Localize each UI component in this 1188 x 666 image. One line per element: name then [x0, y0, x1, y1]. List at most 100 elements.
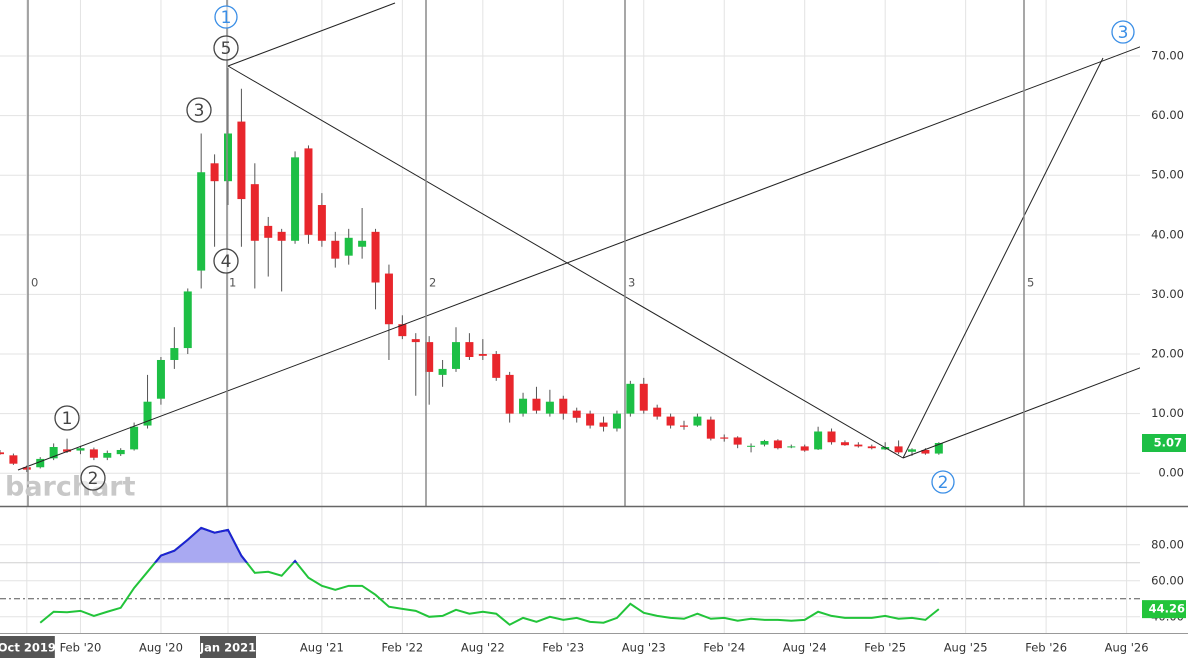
candle-body	[478, 354, 487, 356]
candle-body	[706, 419, 715, 439]
grid	[0, 0, 1140, 633]
wave-label: 3	[194, 101, 205, 121]
candle-body	[425, 342, 434, 372]
x-tick-label: Feb '25	[864, 641, 906, 655]
candle-body	[143, 401, 152, 426]
last-price-box	[1142, 434, 1186, 453]
time-zone-label: 0	[31, 276, 38, 290]
candle-body	[36, 458, 45, 468]
y-tick-label: 70.00	[1151, 49, 1184, 63]
candle-body	[693, 416, 702, 426]
x-tick-highlight	[0, 636, 55, 658]
candle-body	[773, 440, 782, 449]
y-tick-label: 80.00	[1151, 537, 1184, 551]
wave-label-circle	[54, 405, 80, 431]
y-tick-label: 60.00	[1151, 573, 1184, 587]
wave-label: 1	[62, 409, 73, 429]
candle-body	[452, 342, 460, 369]
candle-body	[0, 452, 4, 455]
wave-label-circle	[213, 248, 239, 274]
major-wave-label: 1	[221, 8, 232, 28]
candle-body	[103, 452, 112, 458]
y-tick-label: 0.00	[1158, 466, 1184, 480]
candle-body	[492, 354, 501, 378]
x-tick-label: Aug '23	[622, 641, 666, 655]
x-tick-label: Aug '25	[944, 641, 988, 655]
candle-body	[800, 446, 809, 451]
x-tick-label: Feb '26	[1025, 641, 1067, 655]
candle-body	[438, 368, 447, 375]
x-tick-label: Jan 2021	[199, 641, 256, 655]
candle-body	[867, 446, 876, 449]
x-tick-label: Aug '24	[783, 641, 827, 655]
candle-body	[63, 449, 72, 452]
candle-body	[894, 446, 903, 453]
trend-line	[227, 2, 396, 67]
x-tick-label: Aug '26	[1105, 641, 1149, 655]
candle-body	[787, 446, 796, 448]
candle-body	[76, 448, 85, 451]
last-value-label: 44.26	[1149, 602, 1185, 616]
major-wave-label-circle	[1111, 20, 1135, 44]
time-zone-label: 3	[628, 276, 635, 290]
drawings	[17, 0, 1140, 506]
candle-body	[22, 467, 31, 470]
wave-label-circle	[186, 97, 212, 123]
y-tick-label: 40.00	[1151, 227, 1184, 241]
overbought-area	[154, 527, 297, 563]
watermark: barchart	[5, 472, 136, 503]
marks	[0, 67, 943, 626]
wave-label: 5	[221, 39, 232, 59]
x-tick-label: Aug '22	[461, 641, 505, 655]
candle-body	[586, 413, 595, 426]
candle-body	[572, 410, 581, 418]
candle-body	[545, 401, 554, 414]
candle-body	[116, 449, 125, 455]
candle-body	[532, 398, 541, 411]
candle-body	[183, 291, 192, 349]
candle-body	[814, 431, 823, 450]
candle-body	[197, 172, 206, 271]
last-value-box	[1142, 600, 1186, 619]
major-wave-label: 2	[938, 473, 949, 493]
candle-body	[612, 413, 621, 429]
candle-body	[291, 157, 300, 241]
candle-body	[9, 455, 18, 464]
candle-body	[358, 240, 367, 247]
major-wave-label-circle	[214, 5, 238, 29]
candle-body	[626, 383, 635, 414]
y-tick-label: 30.00	[1151, 287, 1184, 301]
candle-body	[653, 407, 662, 417]
candle-body	[639, 383, 648, 411]
labels: Oct 2019 Feb '20 Aug '20 Jan 2021 Aug '21 Feb…	[0, 5, 1186, 658]
candle-body	[264, 225, 273, 238]
trend-line	[227, 65, 904, 459]
candle-body	[680, 425, 688, 427]
y-tick-label: 60.00	[1151, 108, 1184, 122]
candle-body	[398, 324, 407, 337]
candle-body	[277, 231, 286, 241]
candle-body	[519, 398, 528, 414]
wave-label: 2	[88, 469, 99, 489]
candle-body	[720, 437, 729, 439]
candle-body	[908, 449, 916, 452]
wave-label-circle	[213, 35, 239, 61]
time-zone-label: 2	[429, 276, 436, 290]
y-tick-label: 50.00	[1151, 168, 1184, 182]
x-tick-label: Feb '23	[542, 641, 584, 655]
candle-body	[827, 431, 836, 443]
candle-body	[317, 205, 326, 241]
candle-body	[384, 273, 393, 325]
candle-body	[411, 339, 420, 343]
candle-body	[344, 237, 353, 256]
candle-body	[210, 163, 219, 182]
candle-body	[921, 449, 930, 454]
candle-body	[599, 422, 608, 427]
candle-body	[304, 148, 313, 235]
candle-body	[934, 443, 943, 454]
time-zone-label: 5	[1027, 276, 1034, 290]
wave-label-circle	[80, 465, 106, 491]
wave-label: 4	[221, 252, 232, 272]
x-tick-label: Aug '21	[300, 641, 344, 655]
